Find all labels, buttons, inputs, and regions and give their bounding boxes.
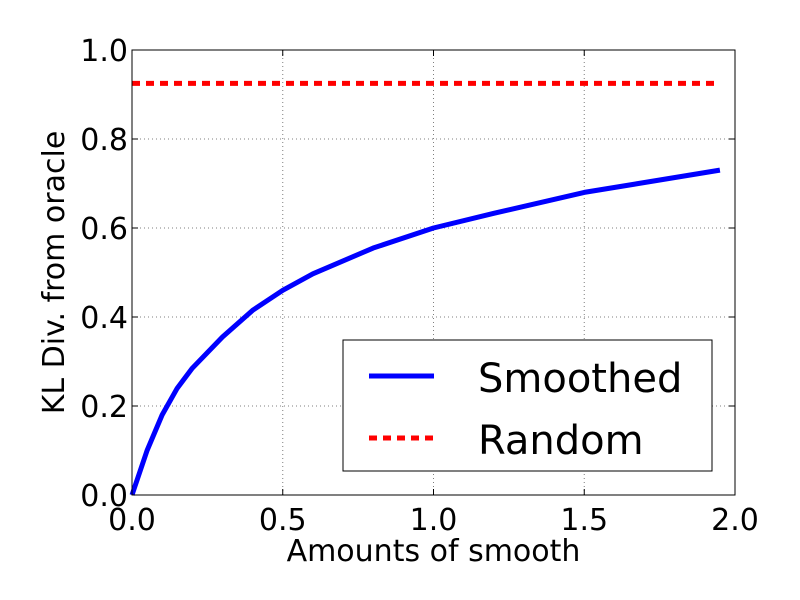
y-tick-label: 0.0 [80, 479, 128, 514]
y-axis-label: KL Div. from oracle [37, 131, 72, 415]
x-tick-label: 0.0 [108, 503, 156, 538]
y-tick-label: 0.2 [80, 390, 128, 425]
y-tick-label: 0.4 [80, 301, 128, 336]
series-line-smoothed [129, 167, 721, 496]
series-lines [129, 80, 721, 496]
y-tick-label: 0.6 [80, 212, 128, 247]
x-tick-labels: 0.0 0.5 1.0 1.5 2.0 [108, 503, 759, 538]
x-tick-label: 2.0 [711, 503, 759, 538]
x-tick-label: 1.0 [410, 503, 458, 538]
legend-box [342, 339, 713, 472]
x-tick-label: 0.5 [259, 503, 307, 538]
y-tick-labels: 0.0 0.2 0.4 0.6 0.8 1.0 [80, 34, 128, 514]
grid-lines [132, 50, 735, 495]
legend-label-smoothed: Smoothed [478, 356, 682, 402]
legend: Smoothed Random [342, 339, 713, 472]
y-tick-label: 0.8 [80, 123, 128, 158]
y-tick-label: 1.0 [80, 34, 128, 69]
x-axis-label: Amounts of smooth [287, 534, 581, 569]
legend-label-random: Random [478, 418, 644, 464]
ticks [131, 49, 736, 496]
x-tick-label: 1.5 [560, 503, 608, 538]
